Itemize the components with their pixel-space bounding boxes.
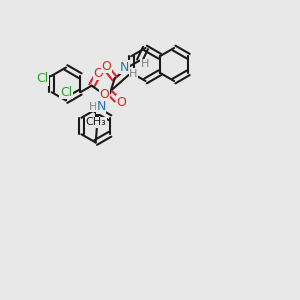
- Text: Cl: Cl: [36, 72, 48, 85]
- Text: Cl: Cl: [60, 85, 72, 99]
- Text: N: N: [120, 61, 129, 74]
- Text: N: N: [96, 100, 106, 113]
- Text: O: O: [93, 67, 103, 80]
- Text: O: O: [117, 95, 126, 109]
- Text: H: H: [129, 69, 138, 79]
- Text: O: O: [101, 59, 111, 73]
- Text: H: H: [88, 102, 97, 112]
- Text: CH₃: CH₃: [85, 117, 106, 127]
- Text: O: O: [100, 88, 110, 100]
- Text: H: H: [141, 59, 149, 69]
